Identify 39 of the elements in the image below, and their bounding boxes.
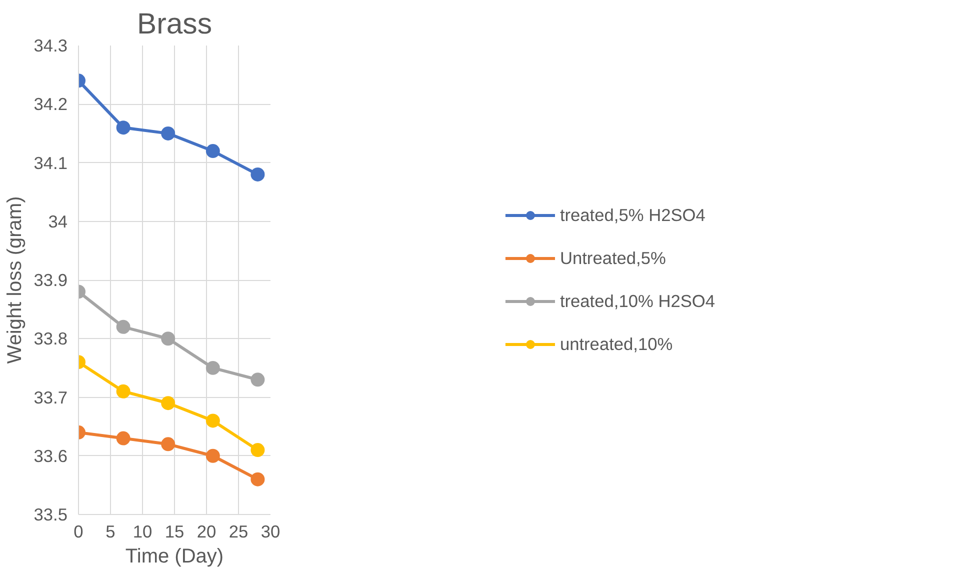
point <box>250 372 265 387</box>
x-tick-label: 25 <box>228 522 248 542</box>
y-tick-label: 33.9 <box>34 270 68 290</box>
x-tick-label: 15 <box>164 522 184 542</box>
point <box>161 396 176 410</box>
point <box>161 437 176 452</box>
point <box>161 332 176 346</box>
y-tick-label: 34.1 <box>34 152 68 173</box>
y-tick-label: 34 <box>48 211 68 232</box>
point <box>116 431 130 446</box>
point <box>250 443 265 457</box>
x-tick-label: 20 <box>196 522 216 542</box>
point <box>116 384 130 398</box>
point <box>250 167 265 182</box>
y-tick-label: 33.6 <box>34 446 68 466</box>
y-tick-label: 34.3 <box>34 36 68 56</box>
point <box>206 448 220 463</box>
y-tick-label: 34.2 <box>34 94 68 114</box>
point <box>206 360 220 375</box>
point <box>116 120 130 135</box>
x-tick-label: 30 <box>260 522 280 542</box>
point <box>116 320 130 334</box>
legend-label: Untreated,5% <box>560 248 666 268</box>
chart-title: Brass <box>137 8 212 40</box>
x-tick-label: 0 <box>74 522 84 542</box>
point <box>206 414 220 428</box>
legend-label: treated,5% H2SO4 <box>560 204 706 226</box>
y-tick-label: 33.5 <box>34 504 68 524</box>
legend-label: treated,10% H2SO4 <box>560 290 716 312</box>
point <box>206 144 220 158</box>
x-tick-label: 10 <box>132 522 152 542</box>
y-tick-label: 33.7 <box>34 387 68 408</box>
point <box>161 126 176 140</box>
y-tick-label: 33.8 <box>34 328 68 349</box>
point <box>250 472 265 486</box>
y-axis-title: Weight loss (gram) <box>4 196 26 364</box>
x-tick-label: 5 <box>106 522 116 542</box>
legend-label: untreated,10% <box>560 334 673 354</box>
x-axis-title: Time (Day) <box>125 546 224 568</box>
